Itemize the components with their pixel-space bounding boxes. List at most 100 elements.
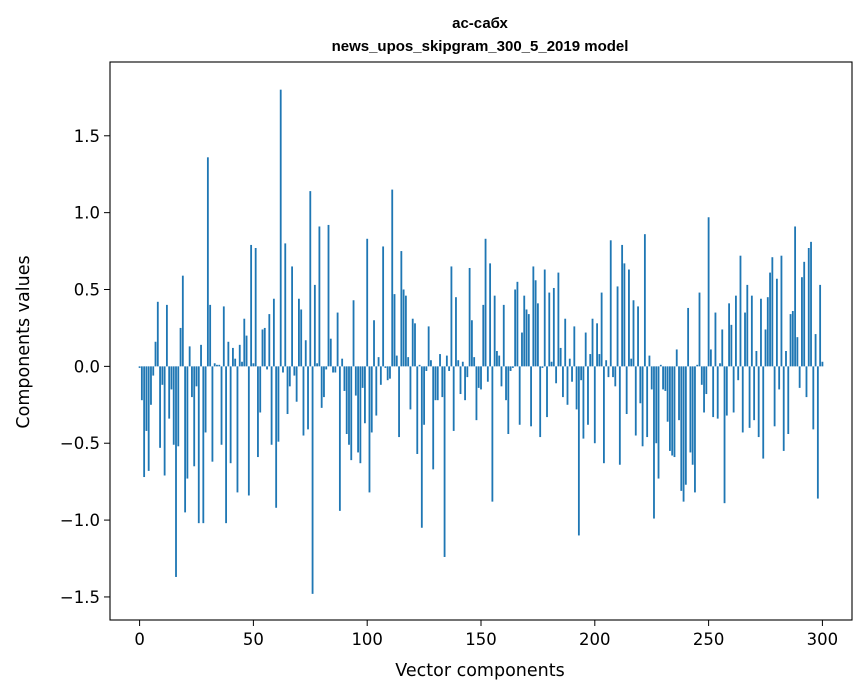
bar — [168, 366, 171, 419]
bar — [245, 335, 248, 367]
bar — [623, 263, 626, 367]
bar — [304, 340, 307, 367]
bar — [395, 355, 398, 367]
bar — [159, 366, 161, 448]
bar — [764, 329, 767, 367]
bar — [628, 269, 630, 367]
bar — [459, 366, 462, 395]
y-tick-label: 1.5 — [74, 127, 100, 146]
bar — [587, 366, 589, 425]
bar — [798, 366, 801, 388]
bar — [450, 266, 453, 367]
chart-subtitle: news_upos_skipgram_300_5_2019 model — [332, 38, 629, 55]
bar — [682, 366, 685, 502]
bar — [780, 255, 783, 367]
bar — [821, 361, 824, 367]
bar — [600, 292, 603, 367]
bar — [211, 366, 214, 462]
bar — [694, 366, 696, 493]
bar — [803, 261, 806, 367]
bar — [172, 366, 175, 445]
bar — [516, 281, 519, 367]
bar — [709, 349, 712, 367]
bar — [486, 366, 489, 382]
bar — [766, 297, 769, 367]
bar — [254, 248, 257, 367]
bar — [359, 366, 362, 464]
bar — [188, 346, 191, 367]
bar — [707, 217, 710, 367]
y-tick-label: 0.5 — [74, 281, 100, 300]
bar — [232, 347, 234, 367]
bar — [195, 366, 198, 387]
bar — [177, 366, 180, 447]
bar — [213, 363, 216, 367]
bar — [470, 320, 473, 367]
bar — [218, 364, 221, 367]
bar — [750, 295, 753, 367]
bar — [589, 354, 592, 367]
bar — [634, 366, 637, 436]
x-tick-label: 250 — [693, 630, 725, 649]
bar — [209, 304, 212, 367]
bar — [279, 89, 282, 367]
bar — [673, 366, 676, 458]
bar — [391, 189, 394, 367]
bar — [769, 272, 771, 367]
bar — [193, 366, 196, 467]
bar — [425, 366, 428, 371]
bar — [327, 224, 330, 367]
bar — [257, 366, 259, 458]
bar — [345, 366, 348, 434]
bar — [810, 241, 812, 367]
bar — [234, 358, 237, 367]
bar — [801, 277, 803, 367]
bar — [309, 191, 312, 367]
bar — [812, 366, 815, 430]
bar — [785, 350, 787, 367]
bar — [225, 366, 227, 524]
bar — [771, 257, 774, 367]
bar — [382, 246, 385, 367]
bar — [366, 238, 369, 367]
bar — [448, 366, 451, 371]
bar — [393, 294, 396, 367]
bar — [348, 366, 350, 445]
bar — [227, 341, 230, 367]
bar — [241, 361, 243, 367]
bar — [402, 289, 405, 367]
bar — [612, 366, 614, 378]
bar — [609, 240, 612, 367]
bar — [593, 366, 596, 444]
bar — [295, 366, 298, 402]
bar — [509, 366, 512, 371]
bar — [532, 266, 535, 367]
bar — [325, 366, 328, 370]
bar — [320, 366, 323, 408]
y-tick-label: −1.5 — [60, 588, 100, 607]
chart-title: ас-сабх — [452, 15, 508, 32]
bar — [222, 306, 225, 367]
bar — [691, 366, 694, 465]
bar — [630, 358, 633, 367]
bar — [373, 320, 375, 367]
bar — [614, 366, 617, 387]
bar — [562, 366, 564, 398]
bar — [550, 361, 553, 367]
bar — [423, 366, 426, 425]
bar — [350, 366, 353, 461]
bar — [361, 366, 364, 388]
bar — [584, 332, 587, 367]
bar — [272, 298, 275, 367]
bar — [621, 244, 624, 367]
bar — [181, 275, 184, 367]
bar — [575, 366, 578, 410]
bar — [386, 366, 389, 381]
bar — [728, 303, 730, 367]
bar — [140, 366, 143, 401]
bar — [755, 350, 758, 367]
bar — [527, 314, 530, 367]
bar — [607, 366, 610, 378]
bar — [819, 284, 822, 367]
bar — [334, 366, 337, 373]
